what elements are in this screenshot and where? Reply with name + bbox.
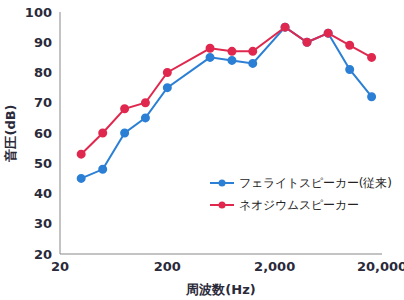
svg-text:20: 20 [34,247,52,262]
svg-text:70: 70 [34,95,52,110]
html-text:ネオジウムスピーカー: ネオジウムスピーカー [238,198,359,212]
html-text:フェライトスピーカー(従来): フェライトスピーカー(従来) [238,176,392,190]
svg-text:200: 200 [154,259,181,274]
svg-text:50: 50 [34,156,52,171]
svg-text:周波数(Hz): 周波数(Hz) [185,282,255,297]
svg-text:80: 80 [34,65,52,80]
svg-text:90: 90 [34,35,52,50]
svg-text:20: 20 [51,259,69,274]
svg-text:100: 100 [25,5,52,20]
svg-text:音圧(dB): 音圧(dB) [8,104,18,162]
svg-text:30: 30 [34,216,52,231]
svg-text:60: 60 [34,126,52,141]
svg-text:40: 40 [34,186,52,201]
svg-text:20,000: 20,000 [357,259,396,274]
svg-text:2,000: 2,000 [254,259,295,274]
